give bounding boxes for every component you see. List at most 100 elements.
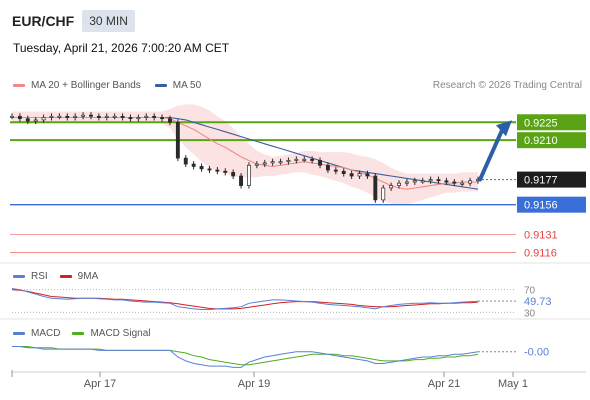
- rsi-swatch: [13, 275, 25, 278]
- candle-body-30: [246, 164, 251, 186]
- candle-body-1: [17, 115, 22, 120]
- macd-last-value: -0.00: [524, 347, 549, 359]
- candle-body-37: [302, 158, 307, 161]
- candle-body-42: [341, 170, 346, 174]
- candle-body-32: [262, 162, 267, 165]
- candle-body-10: [89, 114, 93, 117]
- candle-body-27: [223, 170, 228, 173]
- legend-ma20-label: MA 20 + Bollinger Bands: [31, 80, 141, 91]
- candle-body-20: [168, 118, 172, 123]
- candle-body-16: [136, 117, 141, 120]
- level-tag-0: [517, 114, 586, 131]
- candle-body-33: [270, 161, 275, 164]
- candle-body-9: [81, 114, 86, 117]
- timeframe-badge[interactable]: 30 MIN: [82, 10, 135, 32]
- candle-body-11: [96, 115, 101, 118]
- candle-body-46: [373, 175, 378, 201]
- candle-body-54: [436, 179, 441, 182]
- price-legend: MA 20 + Bollinger Bands MA 50: [13, 80, 201, 91]
- macd-swatch: [13, 332, 25, 335]
- rsi-tick-30: 30: [524, 308, 536, 319]
- candle-body-23: [191, 163, 196, 167]
- candle-body-31: [254, 163, 259, 166]
- candle-body-40: [325, 164, 330, 171]
- credit-label: Research © 2026 Trading Central: [432, 80, 582, 91]
- chart-header: EUR/CHF 30 MIN: [12, 10, 135, 32]
- level-label-4: 0.9116: [524, 247, 557, 259]
- candle-body-6: [57, 115, 62, 118]
- legend-rsi-label: RSI: [31, 271, 48, 282]
- level-label-2: 0.9156: [524, 200, 558, 212]
- legend-macd-label: MACD: [31, 328, 61, 339]
- rsi-legend: RSI 9MA: [13, 271, 98, 282]
- x-tick-label-2: Apr 21: [428, 378, 460, 390]
- last-price-tag: [517, 171, 586, 188]
- macd-line: [12, 346, 479, 368]
- candle-body-47: [381, 187, 386, 201]
- forecast-arrow-head: [496, 120, 512, 137]
- candle-body-8: [73, 115, 78, 118]
- candle-body-17: [144, 115, 149, 118]
- candle-body-35: [286, 160, 291, 163]
- candle-body-28: [231, 172, 236, 177]
- candle-body-51: [412, 180, 417, 183]
- last-price-label: 0.9177: [524, 175, 558, 187]
- candle-body-2: [25, 118, 30, 122]
- datetime-label: Tuesday, April 21, 2026 7:00:20 AM CET: [13, 41, 230, 55]
- bollinger-band: [12, 104, 478, 205]
- candle-body-48: [389, 185, 394, 189]
- macd-legend: MACD MACD Signal: [13, 328, 150, 339]
- candle-body-43: [349, 173, 354, 177]
- candle-body-49: [397, 182, 401, 186]
- symbol-label: EUR/CHF: [12, 13, 75, 29]
- candle-body-29: [239, 175, 244, 186]
- x-tick-label-0: Apr 17: [84, 378, 116, 390]
- level-tag-1: [517, 132, 586, 149]
- level-label-1: 0.9210: [524, 135, 558, 147]
- candle-body-50: [404, 181, 409, 184]
- forecast-arrow-shaft: [478, 128, 504, 182]
- x-tick-label-3: May 1: [498, 378, 528, 390]
- candle-body-13: [112, 115, 117, 118]
- candle-body-52: [420, 180, 425, 183]
- candle-body-41: [333, 169, 338, 172]
- candle-body-39: [318, 160, 322, 166]
- candle-body-12: [104, 115, 109, 118]
- rsi-line: [11, 288, 479, 310]
- level-label-3: 0.9131: [524, 230, 558, 242]
- candle-body-45: [365, 173, 370, 177]
- x-tick-label-1: Apr 19: [238, 378, 270, 390]
- legend-macd-signal-label: MACD Signal: [90, 328, 151, 339]
- candle-body-19: [160, 117, 165, 120]
- candle-body-57: [460, 182, 465, 185]
- ma20-line: [12, 116, 478, 190]
- candle-body-14: [120, 115, 125, 118]
- candle-body-5: [49, 115, 54, 118]
- candle-body-53: [428, 179, 433, 182]
- candle-body-34: [278, 161, 283, 164]
- candle-body-58: [468, 180, 473, 184]
- macd-signal-swatch: [72, 332, 85, 335]
- candle-body-25: [207, 168, 212, 171]
- candle-body-56: [452, 181, 457, 184]
- candle-body-26: [215, 169, 220, 172]
- candle-body-0: [10, 115, 14, 118]
- legend-rsi-ma-label: 9MA: [77, 271, 99, 282]
- candle-body-24: [199, 166, 204, 170]
- candle-body-15: [128, 117, 133, 120]
- rsi-ma-swatch: [59, 275, 72, 278]
- rsi-tick-70: 70: [524, 286, 536, 297]
- candle-body-22: [183, 157, 188, 165]
- candle-body-36: [294, 158, 299, 161]
- candle-body-44: [357, 173, 362, 177]
- candle-body-38: [310, 158, 315, 161]
- candle-body-55: [444, 180, 449, 183]
- level-label-0: 0.9225: [524, 117, 558, 129]
- rsi-last-value: 49.73: [524, 296, 552, 308]
- candle-body-7: [65, 115, 70, 118]
- ma20-swatch: [13, 84, 25, 87]
- candle-body-4: [41, 117, 46, 121]
- candle-body-3: [33, 119, 38, 122]
- rsi-ma-line: [11, 289, 479, 310]
